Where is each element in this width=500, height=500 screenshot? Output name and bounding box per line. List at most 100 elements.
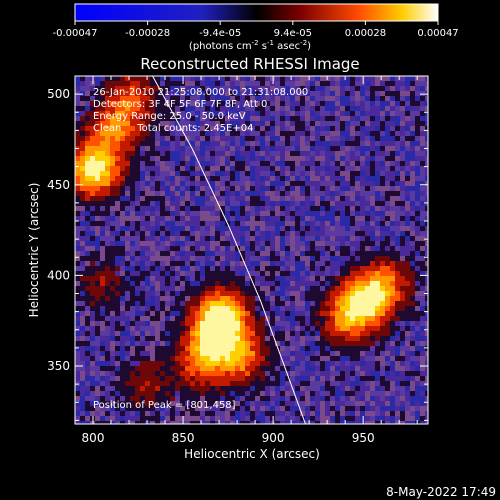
heatmap-cell	[305, 361, 311, 367]
heatmap-cell	[310, 131, 316, 137]
heatmap-cell	[385, 301, 391, 307]
heatmap-cell	[80, 151, 86, 157]
heatmap-cell	[115, 96, 121, 102]
heatmap-cell	[225, 386, 231, 392]
heatmap-cell	[330, 191, 336, 197]
heatmap-cell	[245, 381, 251, 387]
heatmap-cell	[325, 356, 331, 362]
heatmap-cell	[325, 276, 331, 282]
heatmap-cell	[355, 256, 361, 262]
heatmap-cell	[210, 301, 216, 307]
heatmap-cell	[195, 116, 201, 122]
heatmap-cell	[225, 116, 231, 122]
heatmap-cell	[195, 301, 201, 307]
heatmap-cell	[385, 401, 391, 407]
heatmap-cell	[85, 266, 91, 272]
heatmap-cell	[190, 346, 196, 352]
heatmap-cell	[225, 291, 231, 297]
heatmap-cell	[190, 316, 196, 322]
heatmap-cell	[100, 191, 106, 197]
heatmap-cell	[225, 196, 231, 202]
heatmap-cell	[360, 96, 366, 102]
heatmap-cell	[165, 421, 171, 424]
heatmap-cell	[330, 116, 336, 122]
heatmap-cell	[320, 211, 326, 217]
heatmap-cell	[290, 376, 296, 382]
heatmap-cell	[255, 86, 261, 92]
heatmap-cell	[420, 206, 426, 212]
heatmap-cell	[295, 186, 301, 192]
heatmap-cell	[355, 366, 361, 372]
heatmap-cell	[275, 356, 281, 362]
heatmap-cell	[330, 231, 336, 237]
heatmap-cell	[230, 191, 236, 197]
heatmap-cell	[325, 246, 331, 252]
heatmap-cell	[160, 416, 166, 422]
heatmap-cell	[100, 156, 106, 162]
heatmap-cell	[290, 261, 296, 267]
heatmap-cell	[320, 396, 326, 402]
heatmap-cell	[325, 381, 331, 387]
heatmap-cell	[80, 111, 86, 117]
heatmap-cell	[380, 111, 386, 117]
heatmap-cell	[215, 421, 221, 424]
heatmap-cell	[190, 296, 196, 302]
heatmap-cell	[140, 196, 146, 202]
heatmap-cell	[140, 131, 146, 137]
heatmap-cell	[340, 151, 346, 157]
heatmap-cell	[325, 196, 331, 202]
heatmap-cell	[110, 346, 116, 352]
heatmap-cell	[410, 381, 416, 387]
heatmap-cell	[135, 361, 141, 367]
heatmap-cell	[145, 376, 151, 382]
heatmap-cell	[205, 76, 211, 82]
heatmap-cell	[330, 136, 336, 142]
heatmap-cell	[220, 216, 226, 222]
heatmap-cell	[110, 76, 116, 82]
heatmap-cell	[395, 376, 401, 382]
heatmap-cell	[100, 176, 106, 182]
heatmap-cell	[355, 116, 361, 122]
heatmap-cell	[325, 306, 331, 312]
heatmap-cell	[255, 331, 261, 337]
heatmap-cell	[285, 211, 291, 217]
heatmap-cell	[330, 206, 336, 212]
heatmap-cell	[195, 126, 201, 132]
heatmap-cell	[105, 251, 111, 257]
heatmap-cell	[160, 251, 166, 257]
heatmap-cell	[200, 176, 206, 182]
heatmap-cell	[130, 371, 136, 377]
heatmap-cell	[170, 346, 176, 352]
heatmap-cell	[315, 246, 321, 252]
heatmap-cell	[115, 166, 121, 172]
heatmap-cell	[230, 206, 236, 212]
heatmap-cell	[275, 216, 281, 222]
heatmap-cell	[85, 276, 91, 282]
heatmap-cell	[380, 356, 386, 362]
heatmap-cell	[355, 151, 361, 157]
heatmap-cell	[270, 226, 276, 232]
heatmap-cell	[360, 326, 366, 332]
heatmap-cell	[125, 276, 131, 282]
heatmap-cell	[110, 231, 116, 237]
heatmap-cell	[425, 191, 428, 197]
heatmap-cell	[120, 116, 126, 122]
heatmap-cell	[85, 136, 91, 142]
heatmap-cell	[315, 176, 321, 182]
heatmap-cell	[85, 421, 91, 424]
heatmap-cell	[355, 86, 361, 92]
heatmap-cell	[335, 316, 341, 322]
heatmap-cell	[400, 181, 406, 187]
heatmap-cell	[345, 251, 351, 257]
heatmap-cell	[80, 356, 86, 362]
heatmap-cell	[260, 101, 266, 107]
heatmap-cell	[255, 266, 261, 272]
heatmap-cell	[425, 186, 428, 192]
heatmap-cell	[335, 296, 341, 302]
heatmap-cell	[355, 281, 361, 287]
heatmap-cell	[275, 296, 281, 302]
heatmap-cell	[375, 181, 381, 187]
heatmap-cell	[95, 251, 101, 257]
heatmap-cell	[270, 251, 276, 257]
heatmap-cell	[145, 291, 151, 297]
